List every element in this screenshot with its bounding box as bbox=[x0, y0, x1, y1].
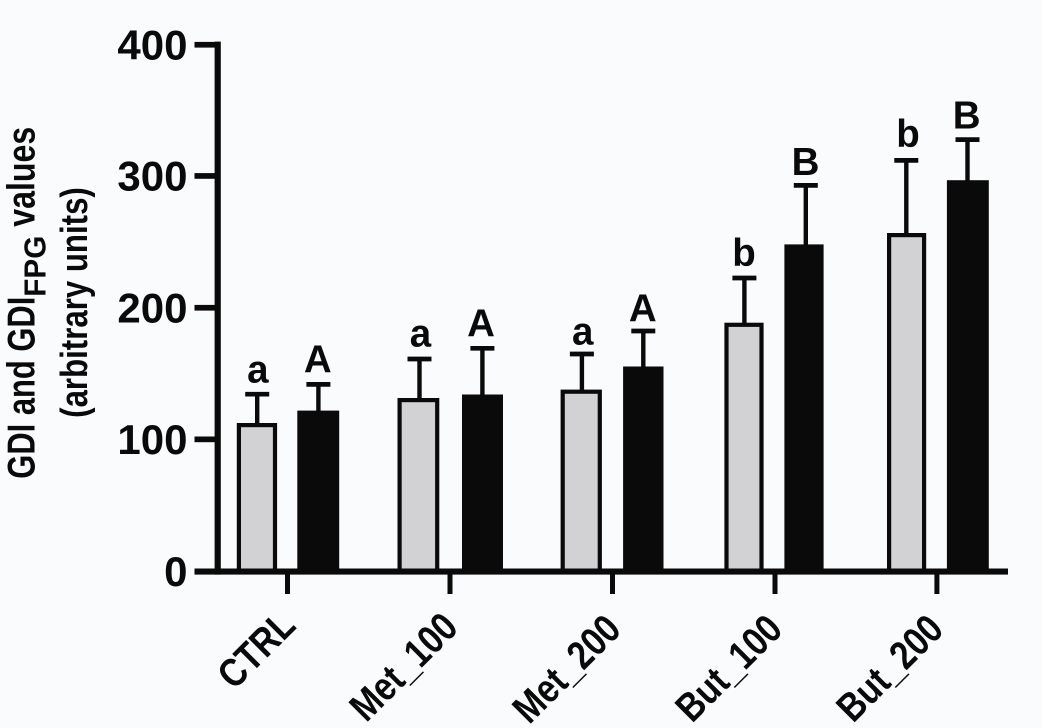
svg-text:100: 100 bbox=[117, 416, 187, 463]
svg-text:b: b bbox=[732, 232, 756, 275]
svg-text:b: b bbox=[896, 113, 920, 156]
svg-text:A: A bbox=[629, 287, 657, 330]
svg-text:0: 0 bbox=[164, 548, 187, 595]
svg-text:a: a bbox=[572, 311, 594, 354]
svg-text:200: 200 bbox=[117, 284, 187, 331]
svg-text:a: a bbox=[247, 349, 269, 392]
svg-text:(arbitrary units): (arbitrary units) bbox=[54, 187, 96, 418]
svg-text:B: B bbox=[953, 95, 981, 138]
svg-text:a: a bbox=[410, 312, 432, 355]
svg-text:400: 400 bbox=[117, 21, 187, 68]
svg-text:300: 300 bbox=[117, 153, 187, 200]
svg-text:A: A bbox=[304, 338, 332, 381]
svg-text:B: B bbox=[792, 141, 820, 184]
svg-text:A: A bbox=[467, 302, 495, 345]
svg-text:GDI and GDIFPG values: GDI and GDIFPG values bbox=[1, 127, 53, 479]
